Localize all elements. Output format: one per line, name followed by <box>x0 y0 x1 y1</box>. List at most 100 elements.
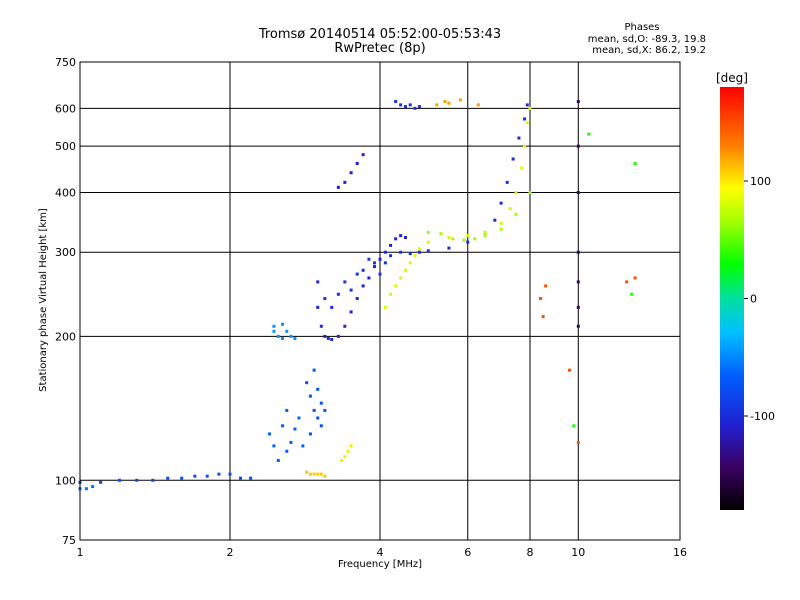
data-point <box>394 100 398 104</box>
data-point <box>267 432 271 436</box>
data-point <box>539 297 543 301</box>
data-point <box>166 476 170 480</box>
data-point <box>514 212 518 216</box>
data-point <box>312 408 316 412</box>
chart-subtitle: RwPretec (8p) <box>334 41 425 56</box>
data-point <box>399 250 403 254</box>
data-point <box>473 237 477 241</box>
data-point <box>239 476 243 480</box>
data-point <box>343 280 347 284</box>
data-point <box>336 292 340 296</box>
data-point <box>389 292 393 296</box>
data-point <box>323 408 327 412</box>
data-point <box>330 305 334 309</box>
data-point <box>499 201 503 205</box>
data-point <box>451 237 455 241</box>
data-point <box>373 261 377 265</box>
y-tick-label: 400 <box>55 186 76 199</box>
data-point <box>426 249 430 253</box>
data-point <box>308 394 312 398</box>
data-point <box>276 458 280 462</box>
data-point <box>413 106 417 110</box>
data-point <box>346 449 350 453</box>
data-point <box>523 144 527 148</box>
data-point <box>361 268 365 272</box>
data-point <box>308 472 312 476</box>
data-point <box>281 322 285 326</box>
data-point <box>505 180 509 184</box>
data-point <box>408 252 412 256</box>
data-point <box>399 234 403 238</box>
data-point <box>544 284 548 288</box>
data-point <box>383 250 387 254</box>
data-point <box>343 324 347 328</box>
data-point <box>408 103 412 107</box>
data-point <box>447 101 451 105</box>
data-point <box>493 218 497 222</box>
y-axis-ticks: 75 100 200 300 400 500 600 750 <box>55 56 76 547</box>
data-point <box>297 416 301 420</box>
data-point <box>508 207 512 211</box>
data-point <box>343 180 347 184</box>
data-point <box>567 368 571 372</box>
data-point <box>403 268 407 272</box>
data-point <box>499 227 503 231</box>
data-point <box>523 117 527 121</box>
data-point <box>285 329 289 333</box>
data-point <box>528 190 532 194</box>
y-tick-label: 600 <box>55 102 76 115</box>
data-point <box>319 401 323 405</box>
data-point <box>403 236 407 240</box>
data-point <box>135 478 139 482</box>
data-point <box>525 121 529 125</box>
data-point <box>576 280 580 284</box>
chart-title: Tromsø 20140514 05:52:00-05:53:43 <box>258 27 501 42</box>
data-point <box>572 424 576 428</box>
y-axis-label: Stationary phase Virtual Height [km] <box>38 208 49 392</box>
data-point <box>389 254 393 258</box>
x-tick-label: 6 <box>464 546 471 559</box>
data-point <box>308 432 312 436</box>
data-point <box>383 305 387 309</box>
colorbar-ticks: 100 0 -100 <box>744 175 775 423</box>
data-point <box>541 315 545 319</box>
data-point <box>426 230 430 234</box>
data-point <box>285 408 289 412</box>
data-point <box>293 336 297 340</box>
data-point <box>367 276 371 280</box>
data-point <box>91 485 95 489</box>
data-point <box>281 336 285 340</box>
data-point <box>517 136 521 140</box>
x-axis-ticks: 1 2 4 6 8 10 16 <box>77 546 688 559</box>
data-point <box>343 455 347 459</box>
colorbar-tick-label: 100 <box>750 175 771 188</box>
data-point <box>289 334 293 338</box>
data-point <box>316 416 320 420</box>
data-point <box>399 103 403 107</box>
phases-x-stats: mean, sd,X: 86.2, 19.2 <box>592 45 706 56</box>
data-point <box>447 236 451 240</box>
data-point <box>462 238 466 242</box>
data-point <box>435 103 439 107</box>
data-point <box>394 237 398 241</box>
data-point <box>417 250 421 254</box>
data-point <box>151 478 155 482</box>
data-point <box>99 480 103 484</box>
data-point <box>389 243 393 247</box>
data-point <box>305 381 309 385</box>
data-point <box>394 284 398 288</box>
data-point <box>285 449 289 453</box>
y-tick-label: 75 <box>62 534 76 547</box>
data-point <box>217 472 221 476</box>
data-point <box>336 185 340 189</box>
data-point <box>447 246 451 250</box>
data-point <box>330 338 334 342</box>
data-point <box>630 292 634 296</box>
data-point <box>319 472 323 476</box>
x-tick-label: 2 <box>227 546 234 559</box>
x-tick-label: 4 <box>377 546 384 559</box>
data-point <box>633 276 637 280</box>
data-point <box>378 257 382 261</box>
data-point <box>528 106 532 110</box>
